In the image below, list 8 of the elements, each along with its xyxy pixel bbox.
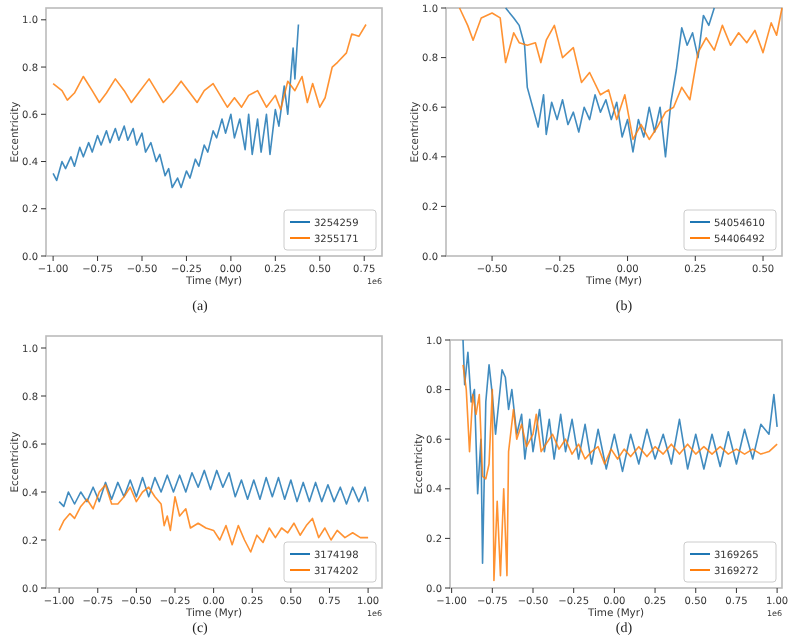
- line-series: [52, 23, 300, 189]
- line-series: [58, 484, 369, 553]
- line-series: [458, 7, 783, 141]
- line-series: [58, 469, 369, 508]
- line-series: [504, 7, 716, 158]
- line-series: [52, 23, 367, 111]
- line-series: [462, 364, 778, 582]
- line-series: [462, 339, 778, 564]
